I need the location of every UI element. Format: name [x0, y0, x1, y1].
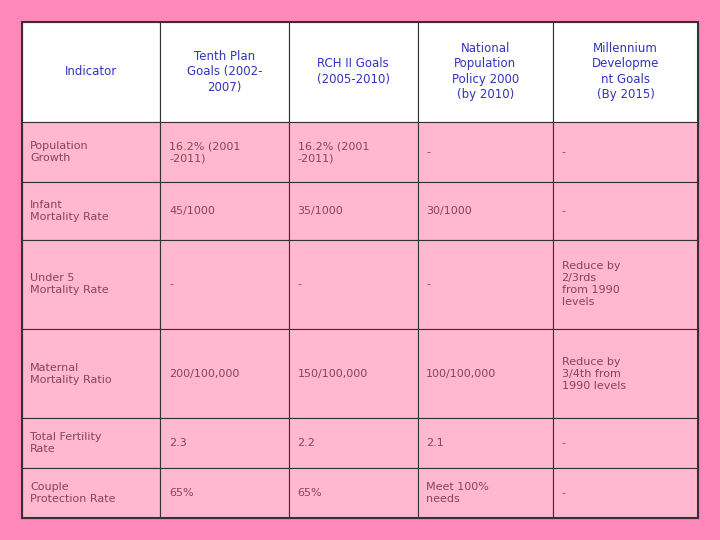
Text: 65%: 65% — [297, 488, 323, 498]
Bar — [289, 240, 418, 329]
Bar — [418, 122, 553, 183]
Bar — [553, 240, 698, 329]
Text: 2.2: 2.2 — [297, 438, 315, 448]
Bar — [553, 468, 698, 518]
Text: National
Population
Policy 2000
(by 2010): National Population Policy 2000 (by 2010… — [451, 42, 519, 102]
Text: Reduce by
3/4th from
1990 levels: Reduce by 3/4th from 1990 levels — [562, 356, 626, 390]
Text: -: - — [562, 206, 565, 216]
Text: Millennium
Developme
nt Goals
(By 2015): Millennium Developme nt Goals (By 2015) — [592, 42, 660, 102]
Text: 35/1000: 35/1000 — [297, 206, 343, 216]
Text: RCH II Goals
(2005-2010): RCH II Goals (2005-2010) — [317, 57, 390, 86]
Text: Total Fertility
Rate: Total Fertility Rate — [30, 433, 102, 454]
Text: Indicator: Indicator — [65, 65, 117, 78]
Text: -: - — [426, 279, 430, 289]
Text: -: - — [169, 279, 173, 289]
Bar — [418, 468, 553, 518]
Text: Population
Growth: Population Growth — [30, 141, 89, 163]
Text: -: - — [562, 438, 565, 448]
Text: -: - — [426, 147, 430, 157]
Text: Infant
Mortality Rate: Infant Mortality Rate — [30, 200, 109, 222]
Bar — [161, 22, 289, 122]
Bar — [418, 183, 553, 240]
Bar — [418, 22, 553, 122]
Text: Reduce by
2/3rds
from 1990
levels: Reduce by 2/3rds from 1990 levels — [562, 261, 620, 307]
Bar — [161, 468, 289, 518]
Bar — [22, 468, 161, 518]
Bar — [418, 418, 553, 468]
Text: 16.2% (2001
-2011): 16.2% (2001 -2011) — [297, 141, 369, 163]
Text: Under 5
Mortality Rate: Under 5 Mortality Rate — [30, 273, 109, 295]
Bar — [22, 240, 161, 329]
Bar — [553, 22, 698, 122]
Text: Maternal
Mortality Ratio: Maternal Mortality Ratio — [30, 363, 112, 384]
Text: Meet 100%
needs: Meet 100% needs — [426, 482, 489, 504]
Bar — [289, 329, 418, 418]
Text: 65%: 65% — [169, 488, 194, 498]
Bar — [161, 329, 289, 418]
Text: -: - — [562, 488, 565, 498]
Bar — [553, 329, 698, 418]
Bar — [289, 22, 418, 122]
Text: -: - — [562, 147, 565, 157]
Text: 45/1000: 45/1000 — [169, 206, 215, 216]
Bar — [22, 183, 161, 240]
Bar — [161, 122, 289, 183]
Bar — [418, 329, 553, 418]
Text: 150/100,000: 150/100,000 — [297, 369, 368, 379]
Bar — [289, 122, 418, 183]
Text: Couple
Protection Rate: Couple Protection Rate — [30, 482, 116, 504]
Bar — [289, 418, 418, 468]
Text: 16.2% (2001
-2011): 16.2% (2001 -2011) — [169, 141, 240, 163]
Bar — [289, 183, 418, 240]
Text: -: - — [297, 279, 302, 289]
Bar — [161, 240, 289, 329]
Text: 30/1000: 30/1000 — [426, 206, 472, 216]
Text: 2.3: 2.3 — [169, 438, 186, 448]
Bar — [22, 418, 161, 468]
Bar — [418, 240, 553, 329]
Text: 100/100,000: 100/100,000 — [426, 369, 496, 379]
Bar — [161, 418, 289, 468]
Text: Tenth Plan
Goals (2002-
2007): Tenth Plan Goals (2002- 2007) — [187, 50, 262, 93]
Text: 200/100,000: 200/100,000 — [169, 369, 239, 379]
Bar — [553, 418, 698, 468]
Bar — [22, 329, 161, 418]
Text: 2.1: 2.1 — [426, 438, 444, 448]
Bar — [289, 468, 418, 518]
Bar — [22, 122, 161, 183]
Bar — [22, 22, 161, 122]
Bar — [553, 183, 698, 240]
Bar — [161, 183, 289, 240]
Bar — [553, 122, 698, 183]
